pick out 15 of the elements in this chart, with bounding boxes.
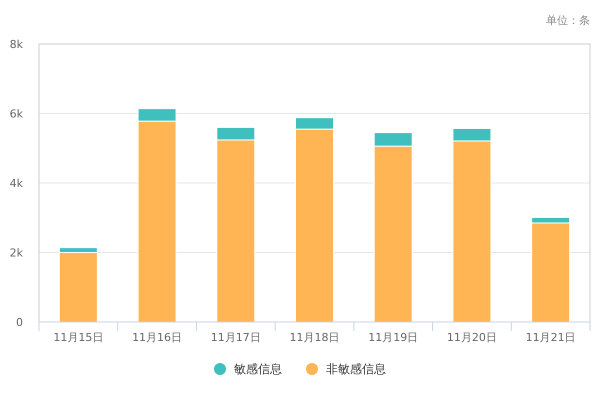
y-tick-label: 8k <box>10 38 24 51</box>
x-tick-label: 11月17日 <box>210 331 261 344</box>
x-tick-label: 11月20日 <box>446 331 497 344</box>
y-tick-label: 4k <box>10 177 24 190</box>
x-tick-label: 11月19日 <box>368 331 418 344</box>
x-tick-label: 11月18日 <box>290 331 340 344</box>
y-tick-label: 6k <box>10 108 24 120</box>
text: 单位：条 <box>546 14 590 27</box>
x-tick-label: 11月21日 <box>526 331 576 344</box>
y-tick-label: 0 <box>16 316 23 329</box>
y-tick-label: 2k <box>10 246 24 260</box>
x-tick-label: 11月15日 <box>53 331 104 344</box>
legend-label: 非敏感信息 <box>326 362 386 376</box>
legend-label: 敏感信息 <box>234 362 282 376</box>
x-tick-label: 11月16日 <box>132 331 182 344</box>
